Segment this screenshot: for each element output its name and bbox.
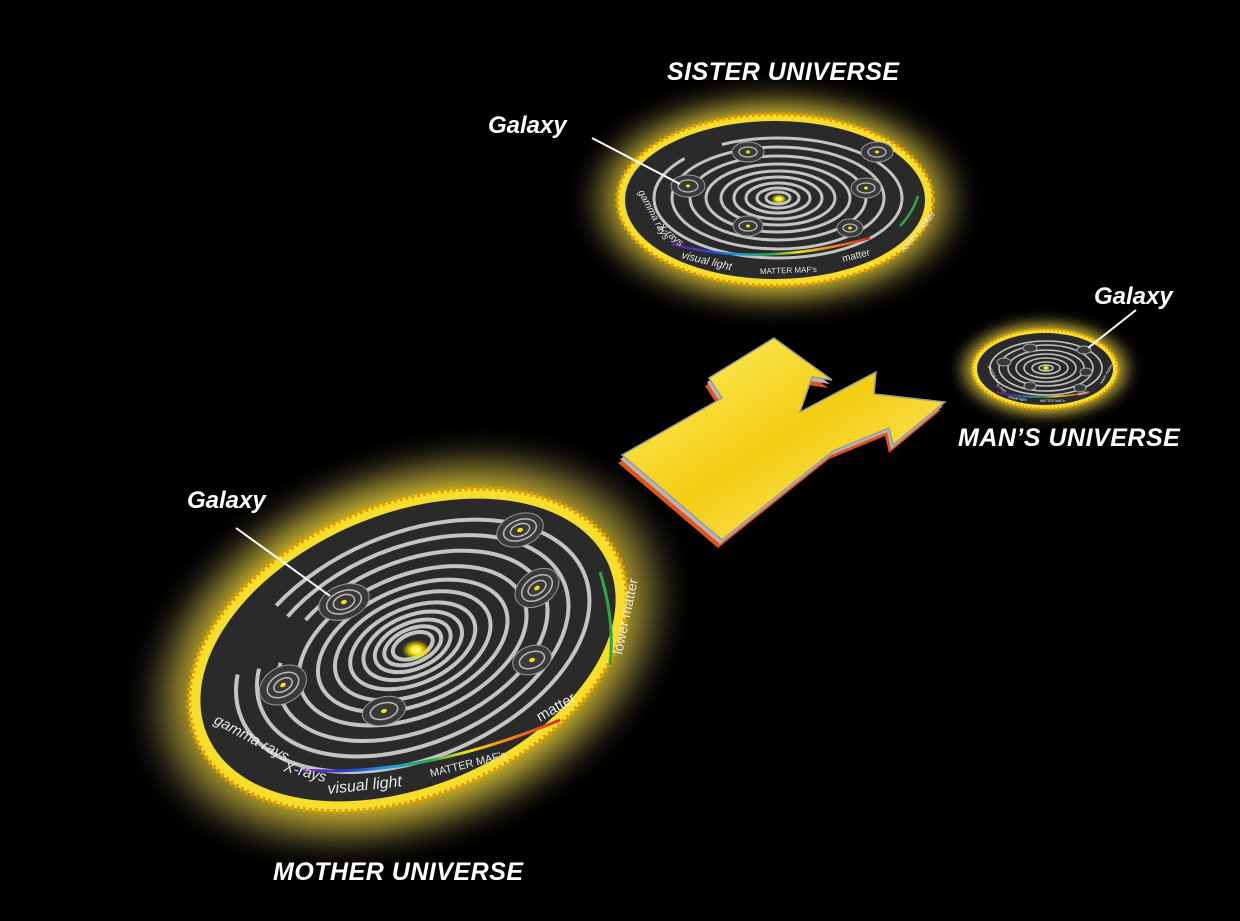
galaxy-mini-disc bbox=[1023, 381, 1037, 391]
galaxy-mini-disc bbox=[860, 141, 894, 163]
galaxy-mini-disc bbox=[259, 664, 307, 706]
man-spectrum-band bbox=[995, 391, 1091, 398]
man-core bbox=[1042, 365, 1050, 371]
mother-galaxies bbox=[259, 512, 560, 727]
sister-universe-title: SISTER UNIVERSE bbox=[667, 58, 900, 86]
band-label-matter-mafs: MATTER MAF's bbox=[1040, 399, 1065, 403]
sister-galaxy-pointer bbox=[591, 137, 681, 185]
galaxy-mini-disc bbox=[1076, 345, 1092, 355]
galaxy-mini-disc bbox=[496, 512, 544, 548]
band-label-matter-mafs: MATTER MAF's bbox=[760, 265, 817, 276]
mother-galaxy-pointer bbox=[235, 527, 331, 597]
sister-spectrum-band bbox=[671, 236, 871, 256]
man-galaxy-pointer bbox=[1087, 309, 1137, 349]
sister-lower-band bbox=[899, 195, 920, 227]
galaxy-mini-disc bbox=[512, 644, 552, 676]
sister-universe: gamma rays X-rays visual light MATTER MA… bbox=[580, 88, 970, 312]
man-galaxies bbox=[996, 343, 1093, 393]
sister-galaxies bbox=[670, 141, 894, 238]
band-label-visual-light: visual light bbox=[1008, 394, 1028, 402]
band-label-matter: matter bbox=[1077, 389, 1090, 397]
arrow-body bbox=[620, 337, 947, 541]
galaxy-mini-disc bbox=[836, 218, 864, 238]
man-universe: gamma rays X-rays visual light MATTER MA… bbox=[953, 309, 1137, 421]
galaxy-mini-disc bbox=[1073, 383, 1087, 393]
galaxy-mini-disc bbox=[850, 177, 882, 199]
mother-spectrum-band bbox=[299, 718, 561, 773]
man-universe-title: MAN’S UNIVERSE bbox=[958, 424, 1181, 452]
branching-arrow bbox=[618, 337, 947, 548]
sister-orbit-rings bbox=[652, 136, 904, 260]
galaxy-mini-disc bbox=[732, 215, 764, 237]
mother-universe: gamma rays X-rays visual light MATTER MA… bbox=[135, 441, 681, 859]
mother-lower-band bbox=[598, 571, 613, 666]
mother-core bbox=[402, 640, 430, 660]
galaxy-mini-disc bbox=[514, 567, 560, 609]
man-galaxy-label: Galaxy bbox=[1094, 283, 1173, 310]
sister-core bbox=[771, 194, 787, 204]
mother-universe-title: MOTHER UNIVERSE bbox=[273, 858, 524, 886]
galaxy-mini-disc bbox=[1079, 367, 1093, 377]
galaxy-mini-disc bbox=[1022, 343, 1038, 353]
galaxy-mini-disc bbox=[361, 695, 407, 727]
mother-galaxy-label: Galaxy bbox=[187, 487, 266, 514]
band-label-x-rays: X-rays bbox=[995, 383, 1007, 394]
galaxy-mini-disc bbox=[731, 141, 765, 163]
sister-galaxy-label: Galaxy bbox=[488, 112, 567, 139]
galaxy-mini-disc bbox=[670, 174, 706, 198]
galaxy-mini-disc bbox=[996, 357, 1012, 367]
galaxy-mini-disc bbox=[318, 583, 370, 621]
